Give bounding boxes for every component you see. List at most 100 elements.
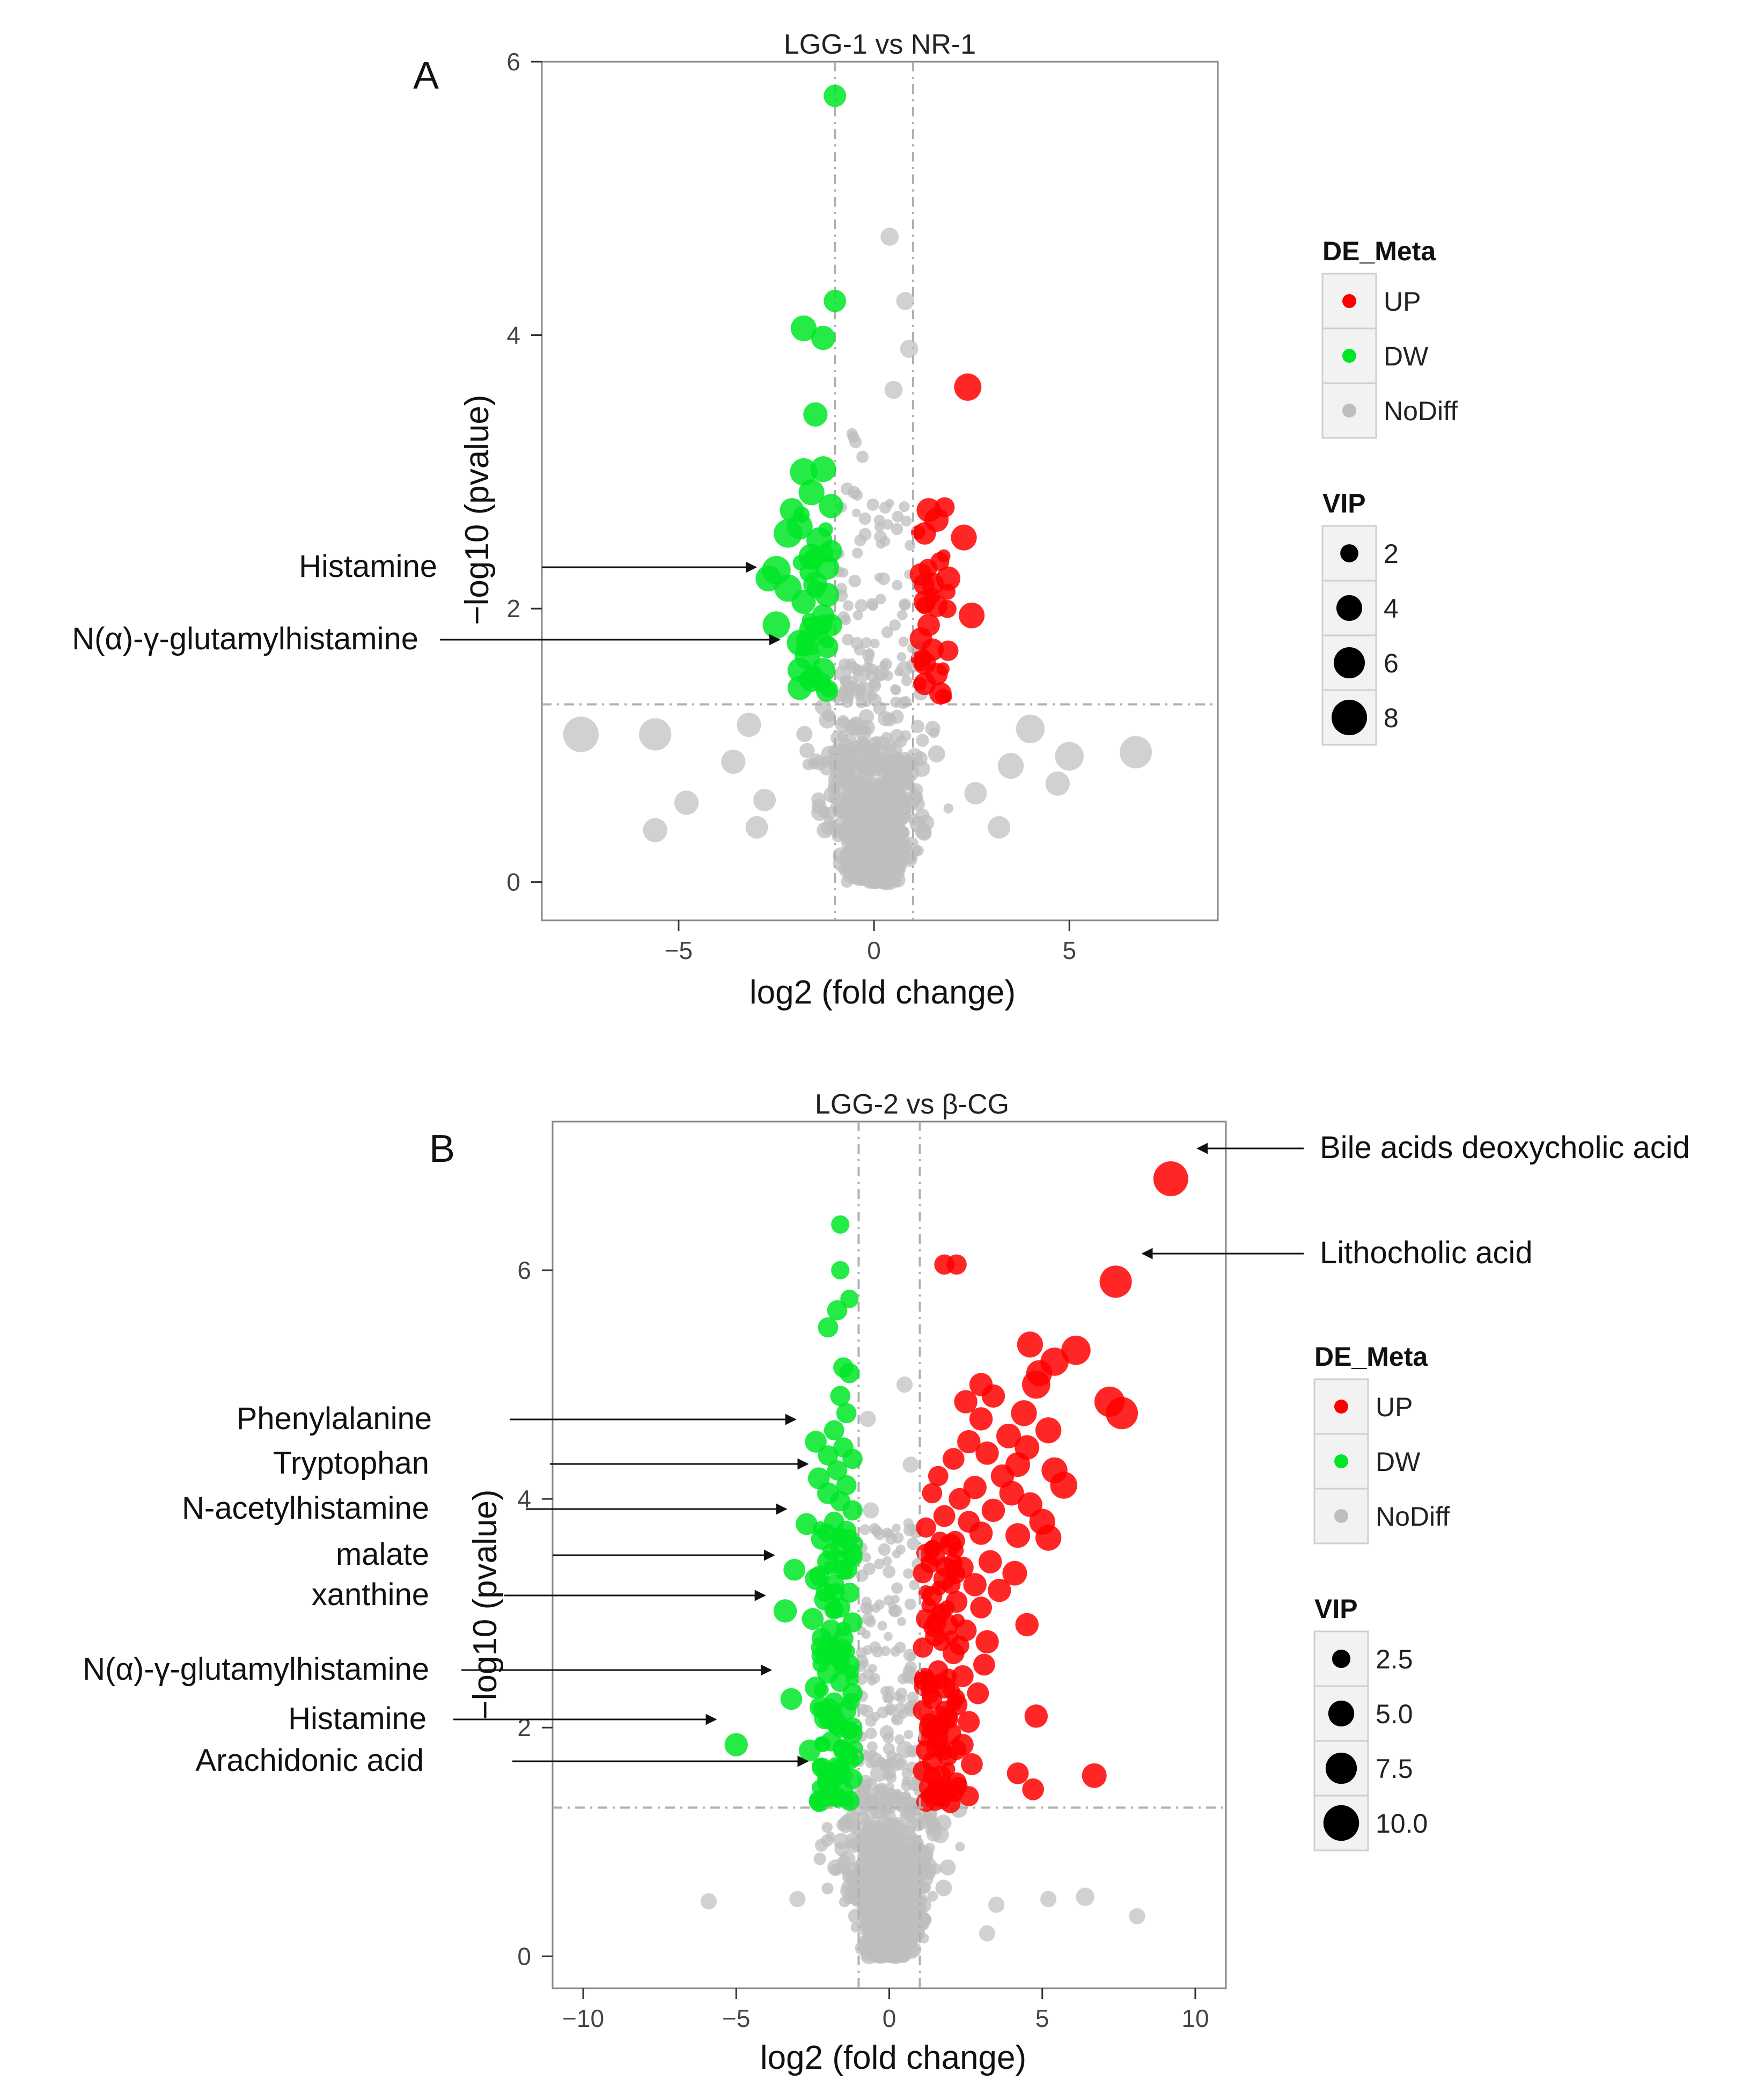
nodiff-point: [840, 482, 854, 495]
nodiff-point: [882, 712, 896, 727]
nodiff-point: [855, 740, 870, 754]
nodiff-point: [863, 1502, 879, 1519]
nodiff-point: [877, 1920, 891, 1934]
nodiff-point: [859, 1524, 871, 1535]
nodiff-point: [1129, 1908, 1145, 1924]
nodiff-point: [864, 1616, 876, 1628]
nodiff-point: [874, 530, 887, 544]
nodiff-point: [988, 816, 1011, 839]
nodiff-point: [861, 1629, 871, 1639]
nodiff-point: [903, 1649, 916, 1661]
dw-point: [796, 1513, 818, 1535]
panel-a-y-axis-label: −log10 (pvalue): [459, 394, 496, 625]
nodiff-point: [869, 1673, 880, 1684]
nodiff-point: [821, 1834, 834, 1847]
nodiff-point: [918, 1919, 930, 1930]
nodiff-point: [901, 1925, 917, 1941]
dw-point: [842, 1723, 863, 1744]
nodiff-point: [796, 726, 813, 742]
legend-size-swatch: [1328, 1700, 1355, 1727]
nodiff-point: [639, 718, 672, 751]
up-point: [939, 1533, 961, 1556]
nodiff-point: [884, 380, 903, 399]
nodiff-point: [897, 610, 908, 620]
nodiff-point: [896, 292, 915, 310]
up-point: [969, 1407, 993, 1431]
nodiff-point: [895, 1758, 908, 1771]
nodiff-point: [840, 676, 851, 687]
nodiff-point: [841, 695, 854, 708]
dw-point: [762, 611, 790, 639]
nodiff-point: [929, 727, 939, 738]
nodiff-point: [888, 764, 902, 777]
up-point: [979, 1550, 1002, 1574]
x-tick-label: −5: [722, 2004, 750, 2032]
dw-point: [839, 1654, 860, 1675]
up-point: [952, 1665, 974, 1687]
nodiff-point: [896, 840, 907, 851]
panel-b: B LGG-2 vs β-CG log2 (fold change) −log1…: [83, 1089, 1690, 2076]
dw-point: [820, 613, 842, 636]
nodiff-point: [873, 1903, 885, 1915]
legend-label: 2: [1384, 539, 1399, 569]
nodiff-point: [885, 499, 894, 508]
legend-b-color-title: DE_Meta: [1314, 1342, 1428, 1372]
dw-point: [833, 1628, 854, 1649]
legend-size-swatch: [1323, 1805, 1359, 1841]
up-point: [1005, 1523, 1031, 1548]
dw-point: [810, 456, 836, 482]
nodiff-point: [883, 670, 893, 681]
legend-label: 6: [1384, 648, 1399, 678]
dw-point: [790, 458, 818, 486]
nodiff-point: [913, 845, 924, 856]
legend-label: 2.5: [1376, 1644, 1413, 1674]
up-point: [945, 1694, 968, 1716]
nodiff-point: [887, 750, 904, 767]
nodiff-point: [905, 1598, 916, 1610]
annotation-label: malate: [336, 1537, 429, 1572]
dw-point: [824, 289, 847, 312]
nodiff-point: [850, 1922, 861, 1933]
nodiff-point: [871, 1787, 882, 1797]
nodiff-point: [789, 1891, 806, 1907]
nodiff-point: [799, 743, 815, 759]
nodiff-point: [894, 1734, 905, 1745]
nodiff-point: [874, 573, 884, 582]
dw-point: [836, 1475, 857, 1496]
nodiff-point: [894, 667, 903, 677]
nodiff-point: [829, 1863, 841, 1875]
up-point: [922, 1483, 943, 1504]
nodiff-point: [859, 1602, 872, 1614]
up-point: [954, 1390, 977, 1414]
up-point: [937, 1746, 958, 1767]
panel-b-x-ticks: −10 −5 0 5 10: [562, 1988, 1209, 2032]
panel-a-points: [542, 62, 1218, 920]
nodiff-point: [833, 1833, 850, 1849]
dw-point: [798, 479, 825, 506]
nodiff-point: [832, 830, 844, 843]
nodiff-point: [852, 547, 863, 559]
nodiff-point: [882, 519, 893, 530]
nodiff-point: [924, 1869, 936, 1880]
up-point: [913, 522, 936, 545]
nodiff-point: [1076, 1887, 1094, 1906]
nodiff-point: [887, 1819, 901, 1833]
nodiff-point: [868, 601, 878, 611]
up-point: [942, 1448, 965, 1470]
nodiff-point: [852, 610, 863, 620]
dw-point: [830, 1597, 851, 1618]
dw-point: [827, 1460, 848, 1481]
nodiff-point: [901, 515, 912, 527]
up-point: [942, 1642, 965, 1665]
nodiff-point: [871, 1873, 884, 1886]
nodiff-point: [909, 1579, 920, 1591]
up-point: [958, 1786, 979, 1806]
nodiff-point: [1119, 736, 1152, 768]
nodiff-point: [883, 1935, 894, 1946]
nodiff-point: [868, 778, 879, 790]
nodiff-point: [891, 1594, 900, 1604]
nodiff-point: [884, 1842, 901, 1859]
panel-b-title: LGG-2 vs β-CG: [815, 1089, 1009, 1120]
up-point: [916, 1608, 936, 1629]
nodiff-point: [891, 1582, 903, 1594]
